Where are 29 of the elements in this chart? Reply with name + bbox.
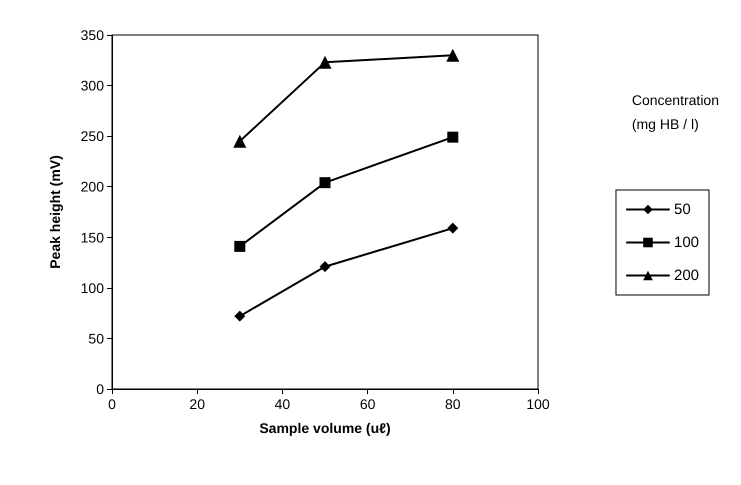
y-axis-title: Peak height (mV): [47, 155, 63, 269]
point: [318, 56, 332, 69]
x-tick-label: 40: [274, 396, 290, 412]
point: [446, 48, 460, 62]
legend-label: 100: [674, 234, 700, 251]
x-tick-label: 80: [445, 396, 461, 412]
legend-label: 50: [674, 201, 691, 218]
y-tick-label: 100: [80, 280, 104, 296]
point: [234, 240, 246, 252]
x-tick-label: 60: [360, 396, 376, 412]
point: [234, 310, 246, 322]
point: [447, 222, 458, 234]
y-tick-label: 250: [80, 128, 104, 144]
point: [233, 134, 246, 148]
x-tick-label: 20: [189, 396, 206, 412]
point: [320, 177, 330, 188]
legend-label: 200: [674, 267, 700, 284]
y-tick-label: 350: [80, 27, 104, 43]
y-tick-label: 200: [80, 178, 104, 195]
x-tick-label: 100: [526, 396, 550, 412]
y-tick-label: 50: [88, 330, 104, 346]
legend-title: Concentration (mg HB / l): [632, 92, 720, 132]
point: [447, 132, 458, 143]
y-tick-label: 150: [80, 229, 104, 246]
y-tick-label: 0: [96, 381, 104, 397]
y-tick-label: 300: [80, 78, 104, 94]
point: [320, 261, 330, 272]
x-tick-label: 0: [108, 396, 116, 412]
x-axis-title: Sample volume (uℓ): [259, 420, 391, 436]
